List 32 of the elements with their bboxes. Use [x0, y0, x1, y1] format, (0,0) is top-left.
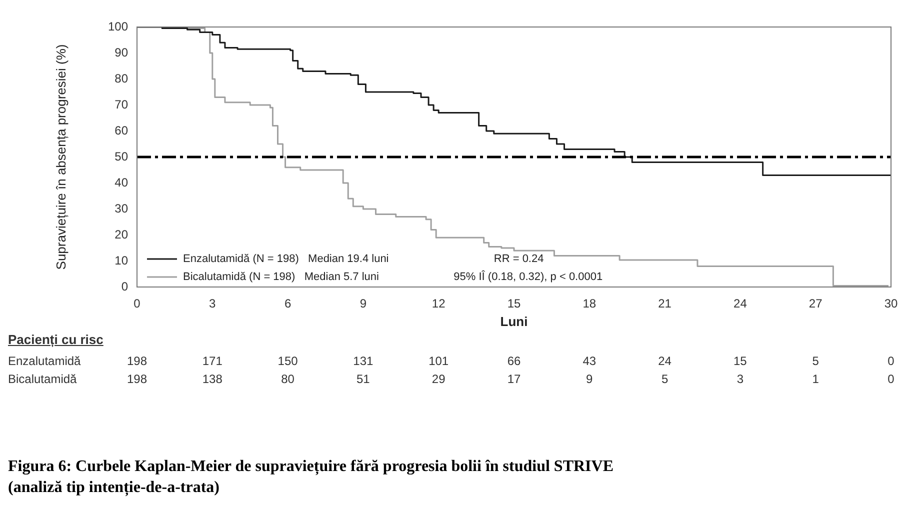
y-tick-label: 70 — [114, 97, 128, 112]
x-tick-label: 3 — [209, 296, 216, 311]
text: Figura 6: Curbele Kaplan-Meier de supraviețuire fără progresia bolii în studiul STRIVE (analiză tip intenție-de-a-trata) — [8, 457, 615, 498]
y-axis-title: Supraviețuire în absența progresiei (%) — [53, 44, 68, 270]
y-tick-label: 80 — [114, 71, 128, 86]
y-tick-label: 30 — [114, 201, 128, 216]
x-tick-label: 12 — [432, 296, 446, 311]
x-tick-label: 9 — [360, 296, 367, 311]
y-tick-label: 10 — [114, 253, 128, 268]
legend-label: Bicalutamidă (N = 198) Median 5.7 luni — [183, 271, 379, 284]
x-tick-label: 6 — [284, 296, 292, 311]
annotation: 95% IÎ (0.18, 0.32), p < 0.0001 — [454, 270, 603, 284]
x-tick-label: 24 — [734, 296, 748, 311]
text: Bicalutamidă 198 138 80 51 29 17 9 5 3 1 0 — [8, 372, 894, 386]
x-tick-label: 21 — [658, 296, 672, 311]
x-tick-label: 18 — [582, 296, 596, 311]
x-tick-label: 0 — [134, 296, 141, 311]
x-tick-label: 30 — [884, 296, 898, 311]
text: Enzalutamidă 198 171 150 131 101 66 43 24 15 5 0 — [8, 354, 894, 368]
x-axis-title: Luni — [500, 314, 528, 329]
text: Pacienți cu risc — [8, 332, 104, 347]
y-tick-label: 40 — [114, 175, 128, 190]
annotation: RR = 0.24 — [494, 253, 544, 266]
y-tick-label: 0 — [121, 279, 128, 294]
y-tick-label: 100 — [108, 19, 128, 34]
legend-label: Enzalutamidă (N = 198) Median 19.4 luni — [183, 253, 389, 266]
y-tick-label: 50 — [114, 149, 128, 164]
y-tick-label: 20 — [114, 227, 128, 242]
x-tick-label: 27 — [808, 296, 823, 311]
y-tick-label: 60 — [114, 123, 128, 138]
y-tick-label: 90 — [114, 45, 128, 60]
x-tick-label: 15 — [507, 296, 521, 311]
